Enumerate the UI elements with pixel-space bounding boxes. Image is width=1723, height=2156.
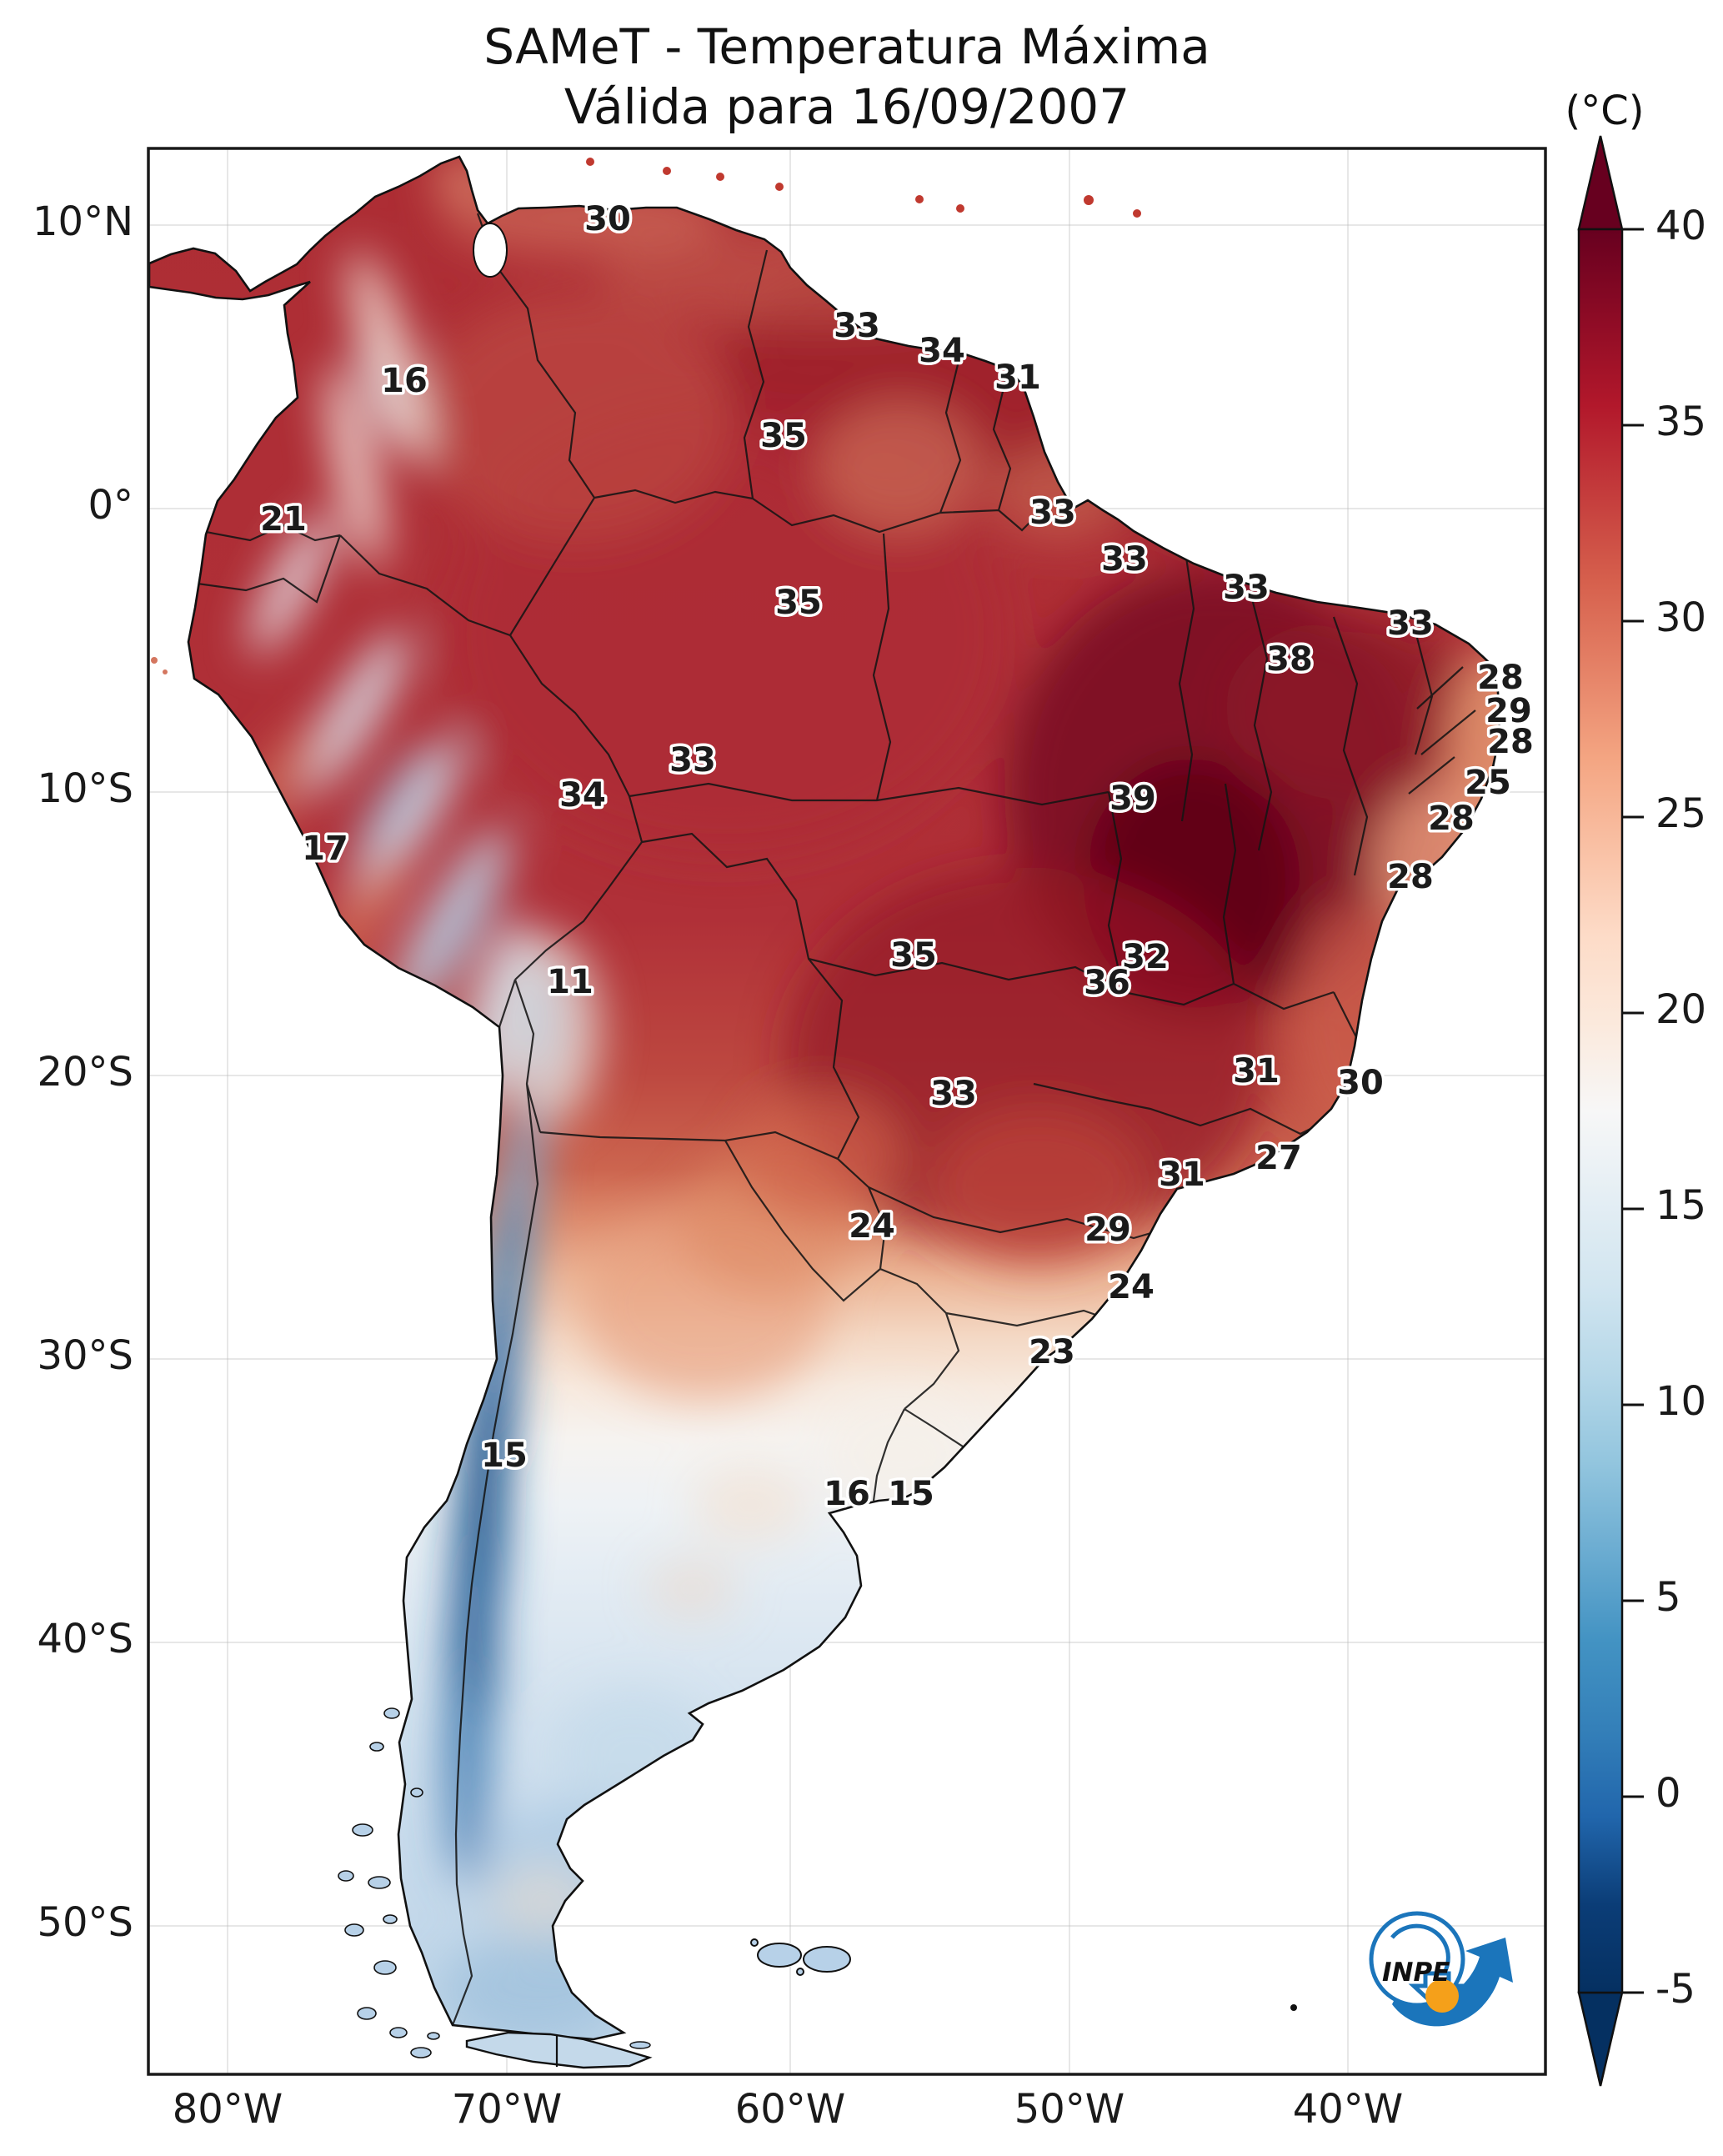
x-axis-tick-label: 50°W bbox=[1014, 2086, 1125, 2133]
colorbar-tick-label: 15 bbox=[1655, 1182, 1707, 1229]
y-axis-tick-label: 30°S bbox=[37, 1332, 133, 1379]
colorbar-extend-below-arrow bbox=[1577, 1991, 1624, 2087]
temperature-value-label: 15 bbox=[481, 1436, 528, 1475]
temperature-value-label: 28 bbox=[1487, 723, 1534, 761]
plot-frame bbox=[147, 147, 1547, 2076]
y-axis-tick-label: 50°S bbox=[37, 1899, 133, 1946]
colorbar-tick-label: 35 bbox=[1655, 399, 1707, 445]
temperature-value-label: 38 bbox=[1266, 640, 1313, 679]
temperature-value-label: 36 bbox=[1084, 964, 1130, 1002]
colorbar-tick-marks bbox=[1622, 228, 1644, 1994]
y-axis-tick-label: 10°N bbox=[33, 198, 133, 245]
temperature-value-label: 28 bbox=[1428, 800, 1475, 838]
temperature-value-label: 29 bbox=[1084, 1211, 1131, 1249]
temperature-value-label: 33 bbox=[669, 741, 716, 780]
y-axis-tick-label: 0° bbox=[88, 482, 133, 529]
falkland-islands bbox=[750, 1938, 851, 1976]
temperature-value-label: 16 bbox=[824, 1475, 870, 1513]
temperature-value-label: 32 bbox=[1122, 938, 1169, 976]
x-axis-tick-label: 60°W bbox=[734, 2086, 846, 2133]
temperature-value-label: 15 bbox=[888, 1475, 934, 1513]
colorbar-extend-above-arrow bbox=[1577, 135, 1624, 231]
inpe-orange-dot bbox=[1425, 1979, 1459, 2013]
y-axis-tick-label: 20°S bbox=[37, 1049, 133, 1096]
temperature-value-label: 25 bbox=[1465, 764, 1511, 802]
colorbar-tick-label: -5 bbox=[1655, 1966, 1695, 2013]
temperature-value-label: 33 bbox=[1029, 494, 1076, 532]
lake-maracaibo bbox=[473, 223, 508, 278]
temperature-value-label: 39 bbox=[1109, 780, 1156, 818]
colorbar-gradient-bar bbox=[1577, 228, 1624, 1994]
temperature-value-label: 34 bbox=[919, 332, 965, 370]
colorbar-tick-label: 30 bbox=[1655, 594, 1707, 641]
temperature-value-label: 34 bbox=[559, 776, 606, 815]
temperature-value-label: 21 bbox=[260, 500, 307, 539]
temperature-value-label: 33 bbox=[930, 1075, 977, 1113]
x-axis-tick-label: 70°W bbox=[451, 2086, 563, 2133]
figure-subtitle: Válida para 16/09/2007 bbox=[563, 78, 1130, 135]
fjord-islands bbox=[338, 1707, 440, 2058]
temperature-value-label: 35 bbox=[890, 936, 937, 975]
temperature-value-label: 28 bbox=[1477, 659, 1524, 697]
temperature-value-label: 28 bbox=[1387, 858, 1434, 896]
temperature-value-label: 29 bbox=[1485, 692, 1532, 730]
temperature-value-label: 35 bbox=[775, 584, 822, 622]
temperature-value-label: 23 bbox=[1029, 1333, 1075, 1371]
coastline bbox=[148, 155, 1501, 2041]
temperature-value-label: 30 bbox=[1337, 1064, 1384, 1102]
temperature-value-label: 31 bbox=[994, 358, 1041, 397]
inpe-logo-text: INPE bbox=[1382, 1958, 1450, 1988]
temperature-value-label: 33 bbox=[1101, 540, 1148, 579]
colorbar-tick-label: 25 bbox=[1655, 790, 1707, 837]
temperature-value-label: 17 bbox=[302, 830, 348, 868]
temperature-value-label: 31 bbox=[1233, 1052, 1280, 1091]
temperature-value-label: 35 bbox=[760, 417, 807, 455]
inpe-logo: INPE bbox=[1369, 1911, 1513, 2027]
temperature-value-label: 24 bbox=[849, 1207, 895, 1246]
colorbar-tick-label: 10 bbox=[1655, 1378, 1707, 1425]
temperature-value-label: 31 bbox=[1159, 1156, 1205, 1194]
colorbar-tick-label: 20 bbox=[1655, 986, 1707, 1033]
temperature-value-label: 16 bbox=[381, 362, 428, 400]
temperature-value-label: 33 bbox=[1387, 604, 1434, 643]
temperature-value-label: 27 bbox=[1255, 1139, 1302, 1177]
tierra-del-fuego bbox=[465, 2031, 653, 2069]
y-axis-tick-label: 10°S bbox=[37, 765, 133, 812]
country-and-state-borders bbox=[197, 213, 1476, 2026]
temperature-value-label: 33 bbox=[834, 307, 880, 345]
temperature-value-label: 33 bbox=[1223, 569, 1270, 607]
x-axis-tick-label: 40°W bbox=[1292, 2086, 1404, 2133]
temperature-value-label: 30 bbox=[584, 200, 631, 238]
colorbar-tick-label: 5 bbox=[1655, 1574, 1681, 1621]
temperature-value-label: 11 bbox=[547, 963, 594, 1001]
figure-title: SAMeT - Temperatura Máxima bbox=[483, 18, 1210, 75]
x-axis-tick-label: 80°W bbox=[172, 2086, 283, 2133]
temperature-value-label: 24 bbox=[1108, 1268, 1155, 1306]
colorbar-tick-label: 0 bbox=[1655, 1770, 1681, 1817]
caribbean-islands bbox=[151, 158, 1297, 2011]
y-axis-tick-label: 40°S bbox=[37, 1616, 133, 1662]
colorbar-unit-label: (°C) bbox=[1565, 88, 1645, 134]
colorbar-tick-label: 40 bbox=[1655, 203, 1707, 249]
